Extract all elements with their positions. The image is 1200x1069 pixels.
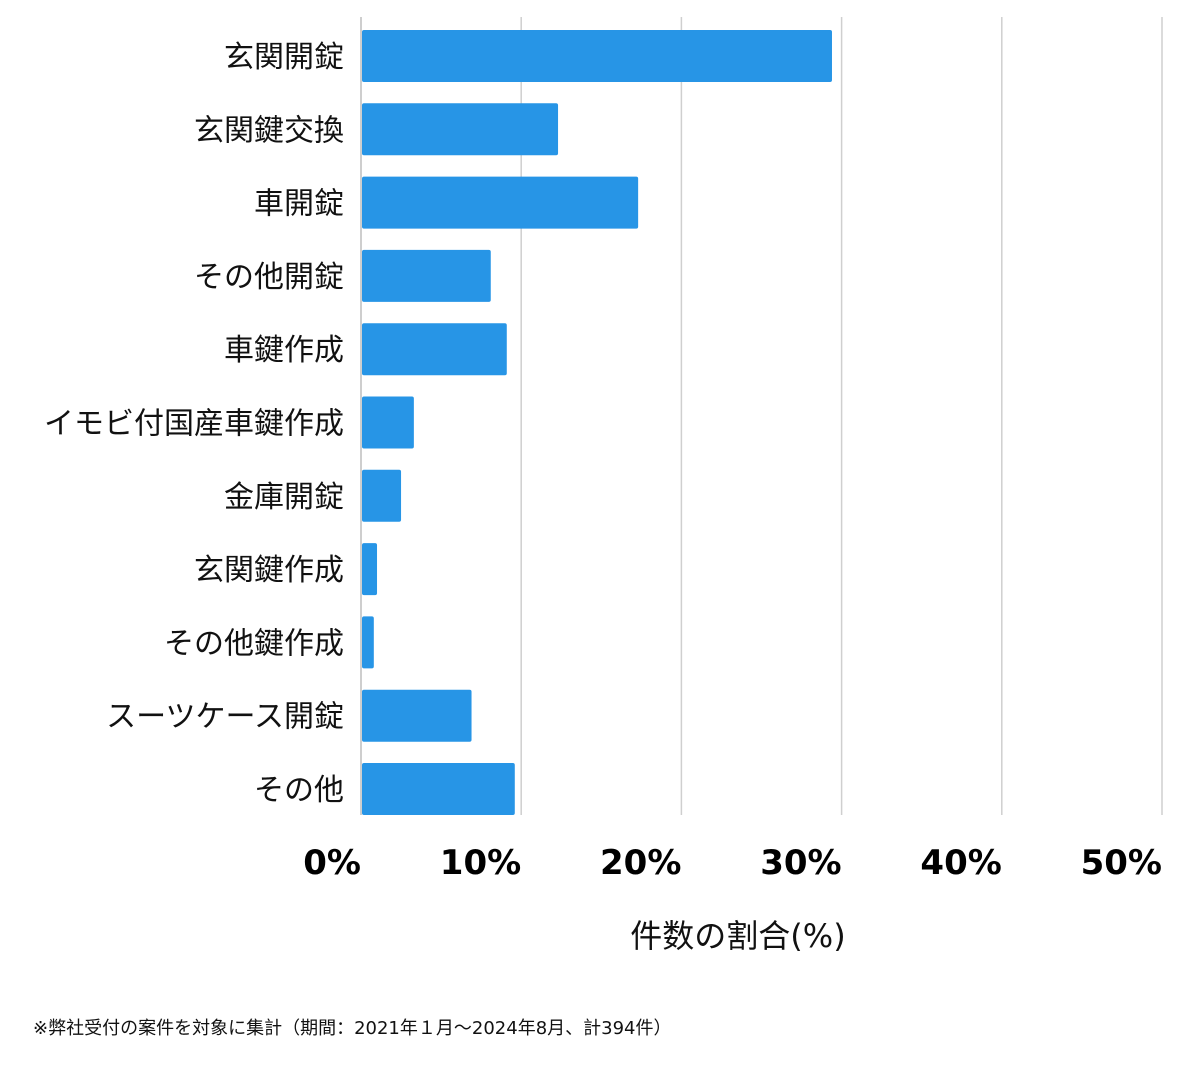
x-tick-label: 10% <box>440 843 521 883</box>
x-tick-label: 0% <box>303 843 361 883</box>
x-tick-label: 50% <box>1081 843 1162 883</box>
bars <box>362 30 832 815</box>
bar <box>362 469 402 522</box>
category-label: 車開錠 <box>254 187 344 222</box>
bar-chart: 玄関開錠玄関鍵交換車開錠その他開錠車鍵作成イモビ付国産車鍵作成金庫開錠玄関鍵作成… <box>44 17 1163 955</box>
bar <box>362 323 507 376</box>
category-label: 金庫開錠 <box>224 480 344 515</box>
category-label: スーツケース開錠 <box>106 700 344 735</box>
bar <box>362 616 374 669</box>
bar <box>362 30 832 82</box>
bar <box>362 543 378 596</box>
x-tick-label: 20% <box>600 843 681 883</box>
bar <box>362 763 515 815</box>
category-label: その他 <box>254 773 344 808</box>
category-label: 玄関開錠 <box>224 40 344 75</box>
bar <box>362 249 491 302</box>
category-label: その他開錠 <box>194 260 344 295</box>
x-tick-label: 40% <box>920 843 1001 883</box>
category-label: 玄関鍵作成 <box>194 553 344 588</box>
x-axis-title: 件数の割合(%) <box>630 917 845 955</box>
category-label: イモビ付国産車鍵作成 <box>44 407 344 442</box>
x-tick-labels: 0% 10% 20% 30% 40% 50% <box>303 843 1162 883</box>
category-label: 玄関鍵交換 <box>194 113 344 148</box>
bar <box>362 396 414 449</box>
bar <box>362 103 559 156</box>
x-tick-label: 30% <box>760 843 841 883</box>
category-label: 車鍵作成 <box>224 333 344 368</box>
bar <box>362 176 639 229</box>
bar <box>362 689 472 742</box>
category-labels: 玄関開錠玄関鍵交換車開錠その他開錠車鍵作成イモビ付国産車鍵作成金庫開錠玄関鍵作成… <box>44 40 344 808</box>
category-label: その他鍵作成 <box>164 626 344 661</box>
footnote: ※弊社受付の案件を対象に集計（期間：2021年１月〜2024年8月、計394件） <box>33 1018 672 1039</box>
